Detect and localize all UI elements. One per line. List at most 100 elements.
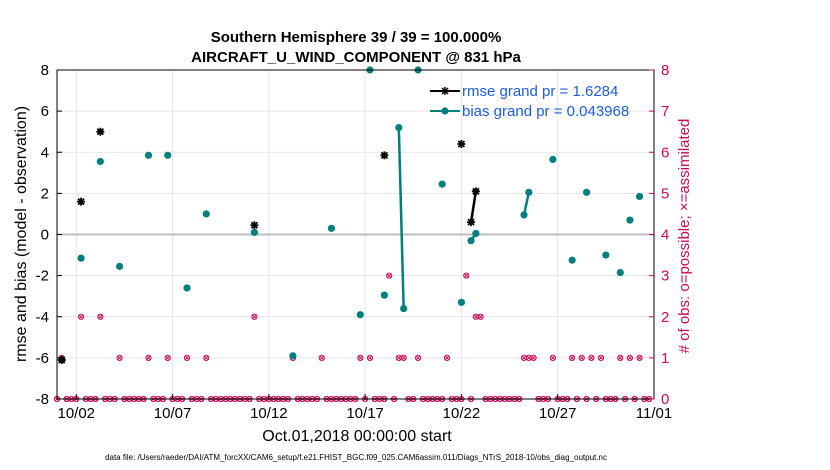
bias-point xyxy=(568,256,576,264)
bias-point xyxy=(144,151,153,159)
obs-assimilated-marker xyxy=(415,355,421,361)
obs-assimilated-marker xyxy=(319,355,325,361)
bias-point xyxy=(380,291,388,299)
rmse-line-segment xyxy=(469,191,478,223)
y-tick-label-right: 1 xyxy=(661,350,669,367)
obs-assimilated-marker xyxy=(386,273,392,279)
legend-rmse-label: rmse grand pr = 1.6284 xyxy=(462,83,618,100)
y-tick-label-right: 8 xyxy=(661,62,669,79)
obs-assimilated-marker xyxy=(478,314,484,320)
bias-point xyxy=(438,180,446,188)
obs-count-point xyxy=(183,354,191,361)
obs-assimilated-marker xyxy=(401,355,407,361)
x-tick-label: 10/27 xyxy=(539,405,577,422)
obs-count-point xyxy=(357,354,364,361)
obs-assimilated-marker xyxy=(78,314,84,320)
obs-assimilated-marker xyxy=(627,355,633,361)
obs-assimilated-marker xyxy=(145,355,152,361)
bias-point xyxy=(520,211,528,219)
bias-line-segment xyxy=(522,192,531,216)
bias-point xyxy=(457,298,466,306)
x-tick-label: 10/07 xyxy=(154,405,192,422)
y-tick-label-left: 8 xyxy=(41,62,49,79)
y-tick-label-left: 4 xyxy=(41,144,49,161)
obs-possible-marker xyxy=(549,354,556,361)
obs-possible-marker xyxy=(636,354,643,361)
y-tick-label-right: 2 xyxy=(661,309,669,326)
y-tick-label-left: -6 xyxy=(36,350,49,367)
x-tick-label: 10/22 xyxy=(443,405,481,422)
obs-count-point xyxy=(530,354,537,361)
obs-assimilated-marker xyxy=(617,355,623,361)
obs-possible-marker xyxy=(386,272,393,279)
legend-rmse-marker xyxy=(441,87,449,95)
footnote: data file: /Users/raeder/DAI/ATM_forcXX/… xyxy=(105,453,607,462)
obs-assimilated-marker xyxy=(165,355,171,361)
legend-bias-marker xyxy=(441,107,449,115)
obs-assimilated-marker xyxy=(184,355,190,361)
obs-count-point xyxy=(203,354,210,361)
right-axis-ticks: 0 1 2 3 4 5 6 7 8 xyxy=(649,62,669,408)
obs-possible-marker xyxy=(251,313,258,320)
obs-possible-marker xyxy=(97,313,104,320)
legend-bias-label: bias grand pr = 0.043968 xyxy=(462,103,629,120)
y-tick-label-right: 4 xyxy=(661,227,669,244)
obs-count-point xyxy=(116,354,123,361)
obs-possible-marker xyxy=(357,354,364,361)
obs-count-point xyxy=(400,354,407,361)
obs-possible-marker xyxy=(145,354,152,361)
obs-possible-marker xyxy=(116,354,123,361)
rmse-point xyxy=(380,151,389,160)
obs-possible-marker xyxy=(443,354,451,361)
obs-possible-marker xyxy=(477,313,484,320)
obs-count-point xyxy=(164,354,171,361)
rmse-point xyxy=(57,355,66,364)
obs-count-point xyxy=(366,354,374,361)
obs-possible-marker xyxy=(578,354,585,361)
x-tick-label: 10/17 xyxy=(346,405,384,422)
obs-assimilated-marker xyxy=(444,355,450,361)
rmse-point xyxy=(471,187,480,196)
obs-assimilated-marker xyxy=(598,355,604,361)
rmse-point xyxy=(250,221,259,230)
chart-title: Southern Hemisphere 39 / 39 = 100.000% xyxy=(211,29,502,46)
bias-point xyxy=(626,216,634,224)
chart-subtitle: AIRCRAFT_U_WIND_COMPONENT @ 831 hPa xyxy=(191,49,521,66)
obs-count-point xyxy=(145,354,152,361)
y-tick-label-right: 7 xyxy=(661,103,669,120)
bias-point xyxy=(164,151,172,159)
bias-point xyxy=(327,224,336,232)
obs-count-point xyxy=(251,313,258,320)
obs-count-point xyxy=(443,354,451,361)
bias-point xyxy=(582,188,591,196)
x-tick-label: 10/12 xyxy=(250,405,288,422)
obs-count-point xyxy=(463,272,470,279)
bias-point xyxy=(395,123,403,132)
x-tick-label: 11/01 xyxy=(636,405,672,422)
obs-possible-marker xyxy=(164,354,171,361)
obs-assimilated-marker xyxy=(531,355,537,361)
obs-assimilated-marker xyxy=(569,355,575,361)
x-axis-label: Oct.01,2018 00:00:00 start xyxy=(262,428,452,445)
obs-possible-marker xyxy=(530,354,537,361)
obs-possible-marker xyxy=(569,354,576,361)
obs-assimilated-marker xyxy=(203,355,209,361)
y-tick-label-left: -2 xyxy=(36,268,49,285)
obs-possible-marker xyxy=(597,354,605,361)
bias-point xyxy=(467,237,475,245)
obs-possible-marker xyxy=(414,354,422,361)
y-tick-label-left: 0 xyxy=(41,227,49,244)
obs-count-point xyxy=(549,354,556,361)
bias-point xyxy=(400,304,408,313)
legend: rmse grand pr = 1.6284 bias grand pr = 0… xyxy=(430,83,629,120)
obs-count-point xyxy=(636,354,643,361)
rmse-point xyxy=(457,140,466,149)
obs-count-point xyxy=(569,354,576,361)
obs-count-point xyxy=(386,272,393,279)
obs-possible-marker xyxy=(463,272,470,279)
obs-possible-marker xyxy=(588,354,595,361)
rmse-point xyxy=(77,197,86,206)
bias-point xyxy=(549,155,557,164)
bias-point xyxy=(115,262,124,270)
obs-possible-marker xyxy=(626,354,634,361)
